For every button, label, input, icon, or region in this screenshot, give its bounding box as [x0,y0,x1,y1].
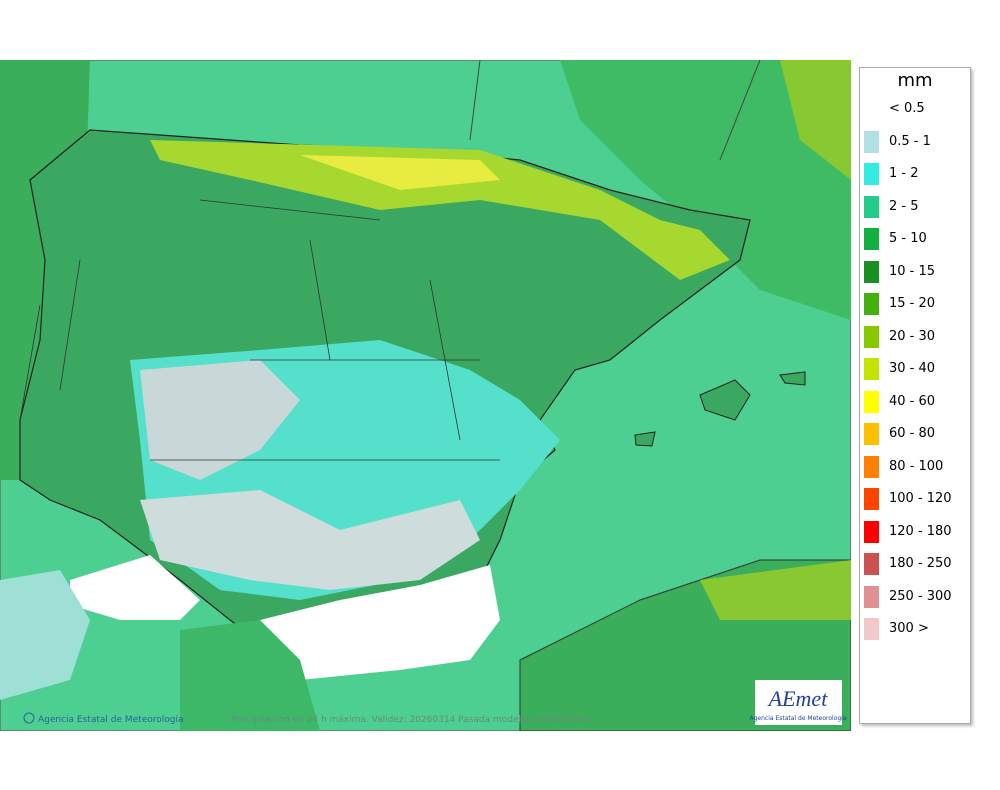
legend-swatch [864,325,879,348]
legend-label: 40 - 60 [889,393,936,409]
dry-atlantic [70,555,200,620]
legend-swatch [864,163,879,185]
legend-label: 30 - 40 [889,361,936,376]
legend-swatch [864,195,879,218]
region-borders [19,199,500,461]
legend-label: 1 - 2 [889,166,919,181]
mallorca [699,379,751,421]
legend-swatch [864,293,879,315]
legend-swatch [864,260,879,283]
morocco-west [180,620,320,731]
legend-swatch [864,488,879,510]
legend-label: 100 - 120 [889,491,952,506]
legend-swatch [864,423,879,445]
legend-swatch [864,455,879,478]
legend: mm < 0.5 0.5 - 1 1 - 2 2 - 5 5 - 10 10 - 15 15… [859,67,971,724]
logo-subtitle: Agencia Estatal de Meteorología [750,715,847,722]
dry-south [140,490,480,590]
cantabrian-max [300,155,500,190]
legend-label: 5 - 10 [889,231,927,246]
north-sea-band [560,60,851,320]
dry-alboran [260,565,500,680]
legend-label: 180 - 250 [889,556,952,571]
legend-swatch [864,585,879,608]
legend-swatch [864,98,879,120]
legend-label: 120 - 180 [889,523,952,539]
legend-swatch [864,553,879,575]
legend-swatch [864,130,879,153]
legend-label: 10 - 15 [889,263,936,279]
dry-west [140,360,300,480]
legend-swatch [864,390,879,413]
legend-label: 15 - 20 [889,296,936,311]
legend-label: 60 - 80 [889,426,936,441]
country-borders [469,60,761,161]
copyright-icon [23,712,35,724]
algeria-band [700,560,851,620]
legend-label: < 0.5 [889,101,925,116]
menorca [779,371,806,386]
legend-title: mm [897,70,933,91]
legend-label: 250 - 300 [889,588,952,604]
legend-label: 20 - 30 [889,328,936,344]
logo-box [755,680,842,725]
legend-swatch [864,228,879,250]
legend-swatch [864,358,879,380]
precipitation-map: Agencia Estatal de Meteorología Precipit… [0,60,851,731]
legend-label: 0.5 - 1 [889,133,931,149]
legend-label: 300 > [889,621,929,636]
legend-label: 2 - 5 [889,198,919,214]
logo-name: AEmet [767,686,829,711]
legend-label: 80 - 100 [889,458,944,474]
legend-swatch [864,618,879,640]
caption: Precipitación en 24 h máxima. Validez: 2… [232,714,590,725]
gulf-band [780,60,851,180]
ibiza [634,431,656,447]
southwest-low [0,570,90,700]
credit: Agencia Estatal de Meteorología [38,715,184,725]
northern-rain-band [150,140,730,280]
legend-swatch [864,520,879,543]
